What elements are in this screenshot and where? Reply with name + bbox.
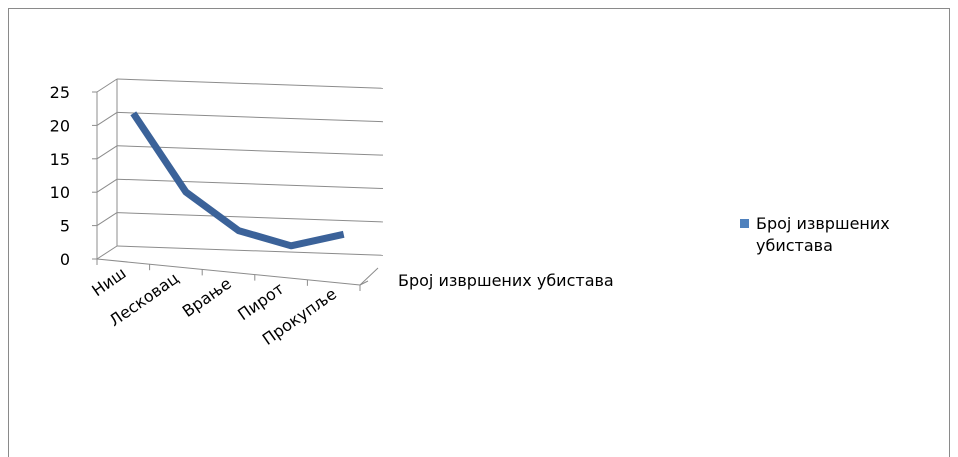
gridline-back bbox=[116, 212, 384, 223]
y-tick-label: 10 bbox=[50, 183, 70, 202]
depth-axis-label: Број извршених убистава bbox=[398, 271, 614, 290]
gridline-side bbox=[96, 245, 118, 260]
gridline-back bbox=[116, 245, 384, 256]
series-line bbox=[130, 111, 345, 250]
chart-frame bbox=[8, 8, 950, 457]
depth-tick-mark bbox=[359, 280, 369, 286]
gridline-side bbox=[96, 111, 118, 126]
series-ribbon bbox=[130, 111, 345, 250]
gridlines bbox=[96, 78, 384, 260]
gridline-back bbox=[116, 78, 384, 89]
gridline-side bbox=[96, 145, 118, 160]
y-tick-label: 15 bbox=[50, 150, 70, 169]
legend-swatch bbox=[740, 219, 749, 228]
floor-right-edge bbox=[359, 267, 379, 286]
y-axis-ticks: 0 5 10 15 20 25 bbox=[50, 83, 97, 269]
x-tick-label: Ниш bbox=[88, 263, 129, 300]
gridline-side bbox=[96, 212, 118, 227]
y-tick-label: 5 bbox=[60, 217, 70, 236]
gridline-back bbox=[116, 178, 384, 190]
gridline-back bbox=[116, 145, 384, 156]
y-tick-label: 0 bbox=[60, 250, 70, 269]
gridline-side bbox=[96, 78, 118, 93]
y-tick-label: 25 bbox=[50, 83, 70, 102]
chart-walls bbox=[96, 79, 379, 286]
x-tick-label: Пирот bbox=[234, 279, 287, 324]
x-tick-label: Врање bbox=[179, 274, 235, 321]
x-axis-line bbox=[96, 258, 361, 286]
gridline-back bbox=[116, 111, 384, 123]
gridline-side bbox=[96, 178, 118, 193]
legend-label: Број извршених убистава bbox=[756, 214, 890, 255]
y-tick-label: 20 bbox=[50, 116, 70, 135]
